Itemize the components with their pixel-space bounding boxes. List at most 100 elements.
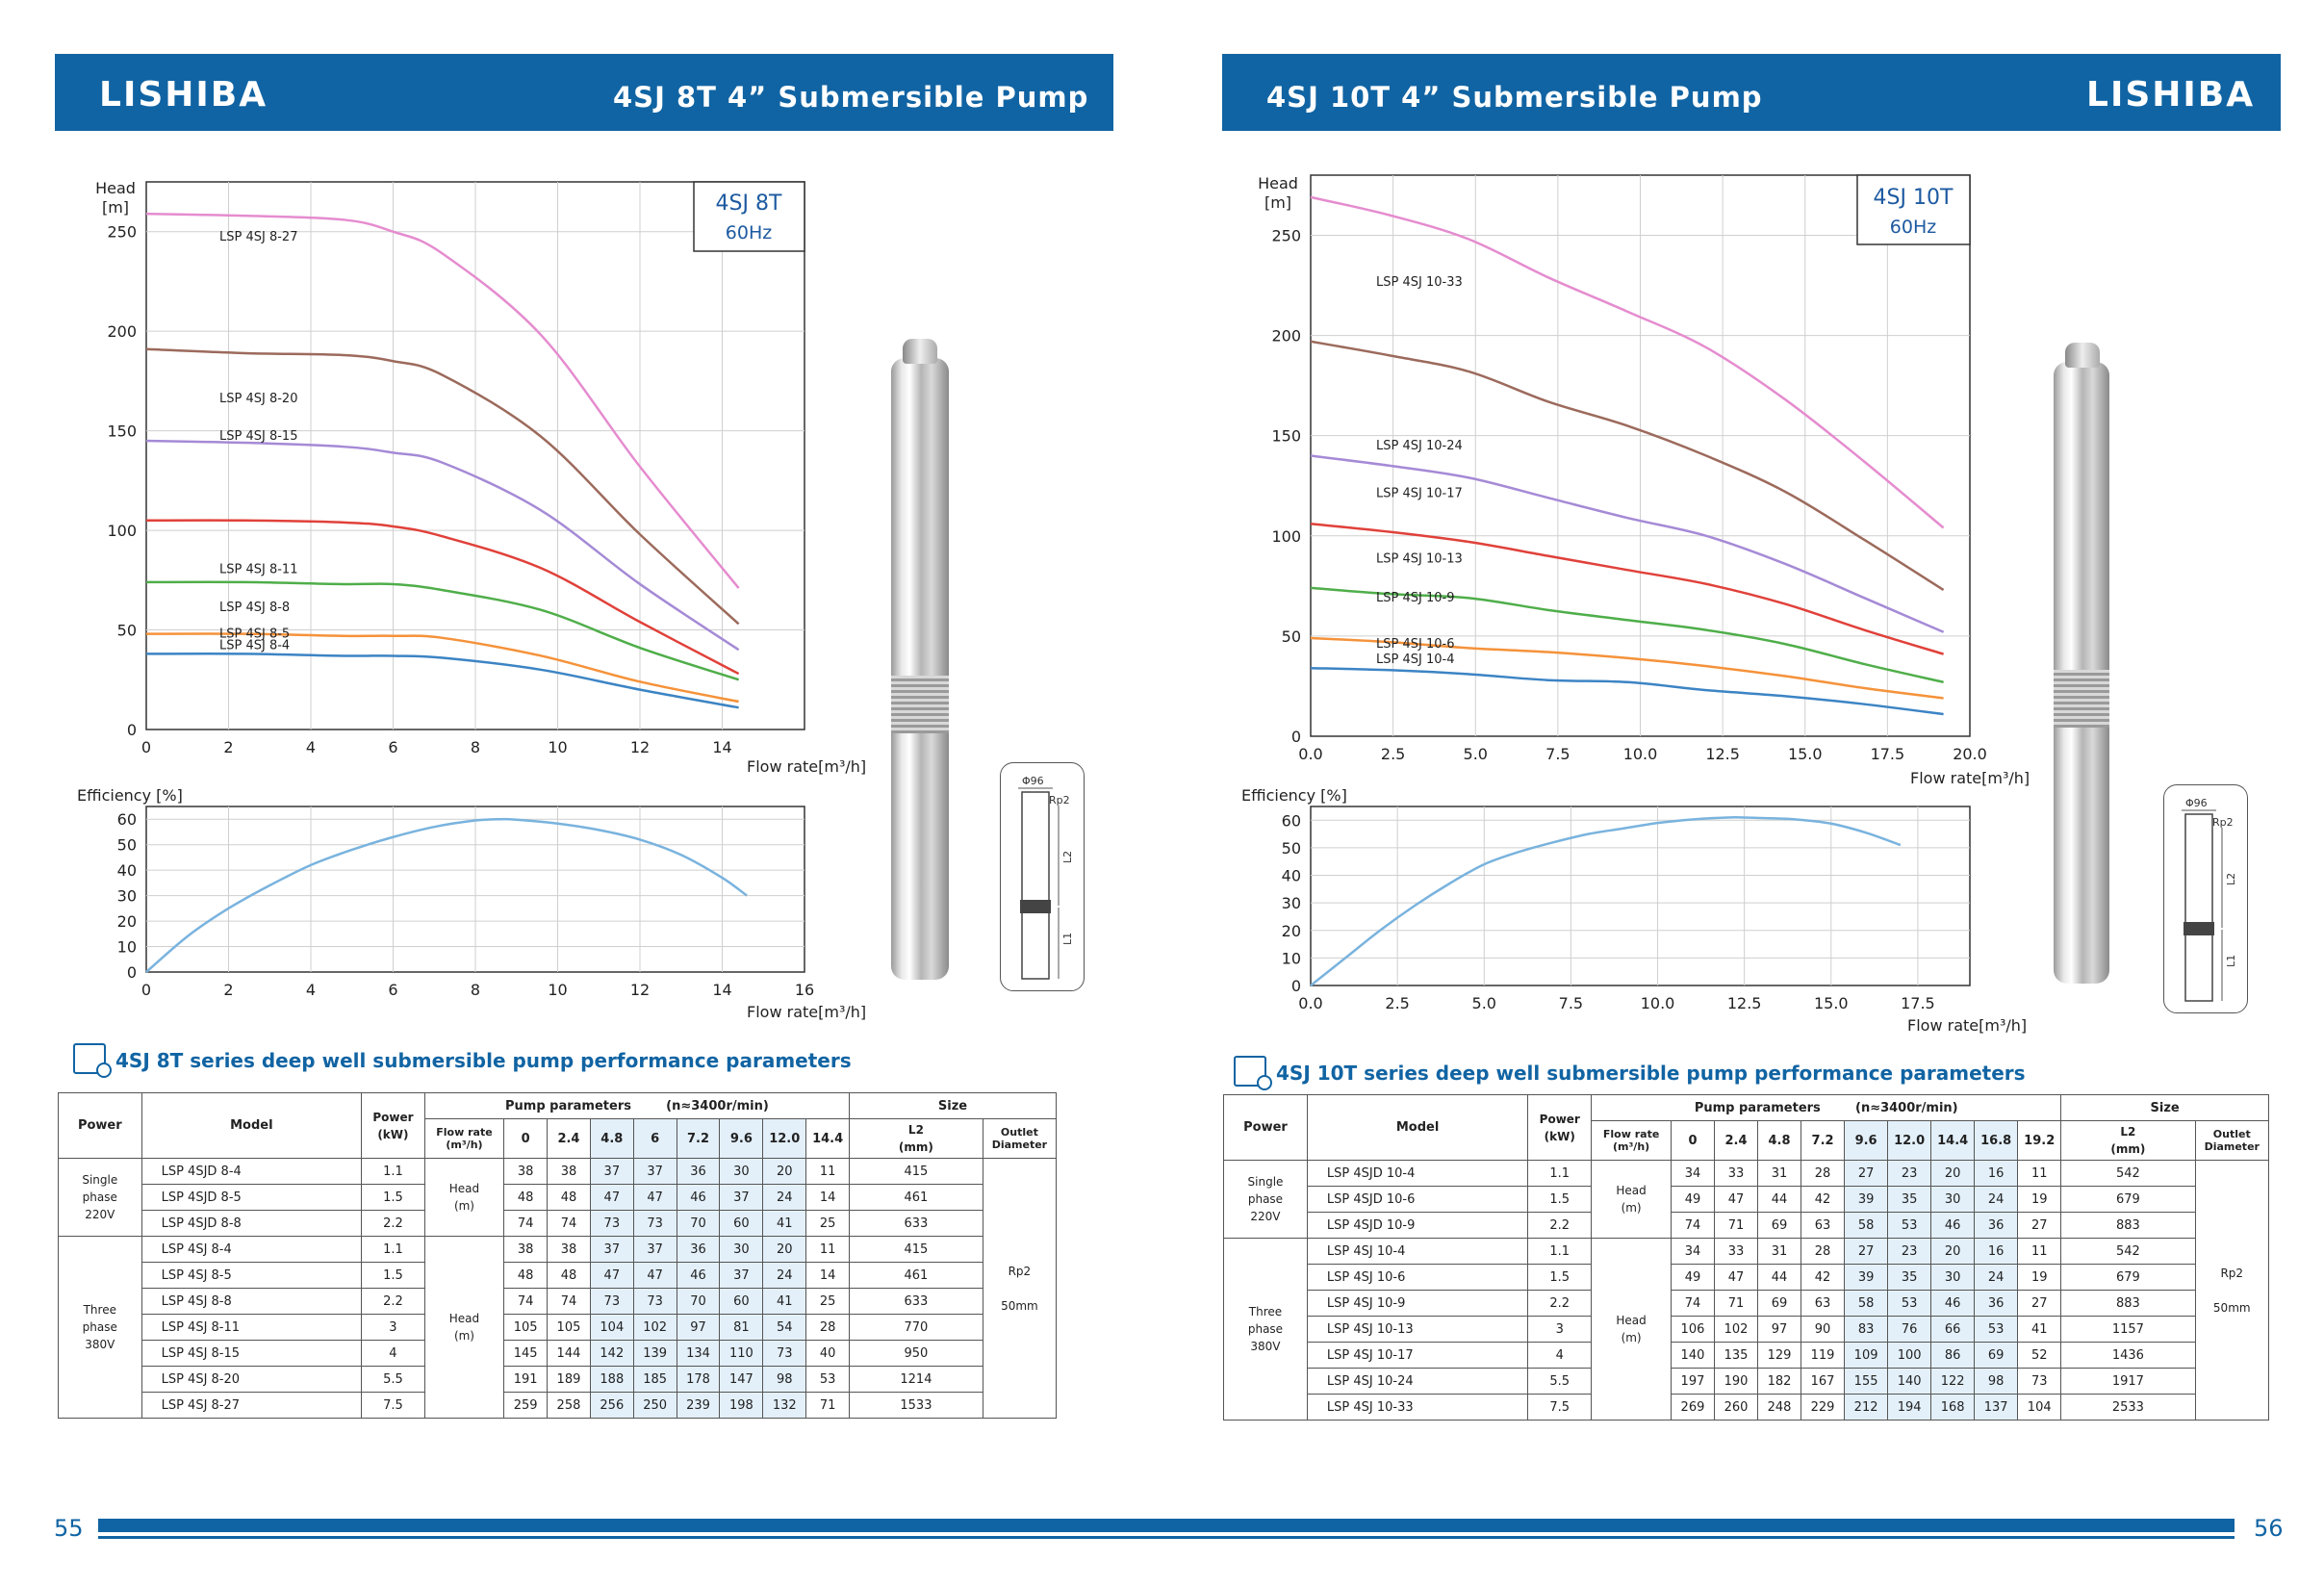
head-cell: 256 xyxy=(589,1392,634,1419)
l2-cell: 542 xyxy=(2060,1160,2196,1187)
head-cell: 47 xyxy=(632,1262,677,1289)
page-title: 4SJ 8T 4” Submersible Pump xyxy=(613,81,1089,114)
head-cell: 69 xyxy=(1757,1212,1802,1239)
head-cell: 11 xyxy=(2017,1238,2062,1265)
x-tick-label: 2.5 xyxy=(1385,994,1409,1012)
flow-header: 0 xyxy=(503,1118,549,1159)
head-cell: 41 xyxy=(2017,1316,2062,1343)
head-cell: 37 xyxy=(589,1236,634,1263)
x-tick-label: 8 xyxy=(471,981,480,999)
series-label: LSP 4SJ 8-5 xyxy=(219,627,290,642)
head-cell: 144 xyxy=(547,1340,591,1367)
head-cell: 98 xyxy=(1974,1368,2019,1395)
x-tick-label: 2.5 xyxy=(1381,745,1405,763)
head-cell: 28 xyxy=(1800,1160,1846,1187)
head-cell: 168 xyxy=(1930,1394,1976,1421)
phase-label: Three phase 380V xyxy=(1223,1238,1308,1421)
model-cell: LSP 4SJ 10-24 xyxy=(1306,1368,1529,1395)
y-tick-label: 60 xyxy=(1282,811,1301,830)
x-axis-label: Flow rate[m³/h] xyxy=(747,1003,866,1021)
x-tick-label: 2 xyxy=(223,981,233,999)
model-cell: LSP 4SJ 8-20 xyxy=(140,1366,363,1393)
y-tick-label: 250 xyxy=(1271,226,1301,244)
chart-title-box xyxy=(1856,174,1971,245)
brand-logo: LISHIBA xyxy=(99,75,268,115)
head-cell: 36 xyxy=(676,1158,721,1185)
x-tick-label: 15.0 xyxy=(1788,745,1823,763)
page-number-left: 55 xyxy=(54,1515,84,1542)
head-cell: 104 xyxy=(2017,1394,2062,1421)
x-tick-label: 2 xyxy=(223,738,233,756)
head-cell: 74 xyxy=(1670,1290,1715,1317)
head-cell: 105 xyxy=(547,1314,591,1341)
series-label: LSP 4SJ 8-8 xyxy=(219,601,290,615)
head-cell: 73 xyxy=(632,1288,677,1315)
head-cell: 69 xyxy=(1974,1342,2019,1369)
table-row: LSP 4SJ 8-20 5.5 191 189 188 185 178 147 98 53 121… xyxy=(59,1366,1057,1393)
head-cell: 81 xyxy=(719,1314,764,1341)
x-tick-label: 4 xyxy=(306,738,316,756)
head-cell: 38 xyxy=(503,1158,549,1185)
table-row: Three phase 380V LSP 4SJ 8-4 1.1 Head (m) 38… xyxy=(58,1236,1057,1419)
head-cell: 34 xyxy=(1670,1160,1715,1187)
model-cell: LSP 4SJ 8-27 xyxy=(140,1392,363,1419)
head-cell: 189 xyxy=(547,1366,591,1393)
head-cell: 70 xyxy=(676,1210,721,1237)
model-cell: LSP 4SJD 10-9 xyxy=(1306,1212,1529,1239)
x-tick-label: 10.0 xyxy=(1623,745,1658,763)
flow-header: 14.4 xyxy=(1930,1120,1976,1161)
head-cell: 70 xyxy=(676,1288,721,1315)
series-label: LSP 4SJ 10-24 xyxy=(1376,439,1463,453)
head-cell: 47 xyxy=(1713,1186,1759,1213)
col-model: Model xyxy=(1306,1094,1529,1161)
series-label: LSP 4SJ 8-11 xyxy=(219,563,297,577)
table-row: LSP 4SJD 10-9 2.2 74 71 69 63 58 53 46 36 27 883 xyxy=(1224,1212,2269,1239)
x-tick-label: 6 xyxy=(388,738,397,756)
table-row: LSP 4SJ 8-11 3 105 105 104 102 97 81 54 28 770 xyxy=(59,1314,1057,1341)
head-cell: 60 xyxy=(719,1210,764,1237)
series-label: LSP 4SJ 10-9 xyxy=(1376,591,1454,605)
head-cell: 36 xyxy=(676,1236,721,1263)
model-cell: LSP 4SJ 8-8 xyxy=(140,1288,363,1315)
x-tick-label: 10 xyxy=(548,981,567,999)
right-banner: 4SJ 10T 4” Submersible Pump LISHIBA xyxy=(1222,54,2281,131)
head-cell: 37 xyxy=(632,1158,677,1185)
head-cell: 132 xyxy=(762,1392,807,1419)
kw-cell: 3 xyxy=(1527,1316,1593,1343)
flow-header: 7.2 xyxy=(1800,1120,1846,1161)
head-cell: 102 xyxy=(632,1314,677,1341)
head-cell: 11 xyxy=(805,1158,851,1185)
y-axis-label: Efficiency [%] xyxy=(77,786,183,805)
head-cell: 198 xyxy=(719,1392,764,1419)
head-cell: 41 xyxy=(762,1288,807,1315)
series-line xyxy=(1310,586,1944,684)
table-row: LSP 4SJ 10-6 1.5 49 47 44 42 39 35 30 24 19 679 xyxy=(1224,1264,2269,1291)
head-cell: 122 xyxy=(1930,1368,1976,1395)
head-cell: 58 xyxy=(1844,1212,1889,1239)
head-cell: 229 xyxy=(1800,1394,1846,1421)
head-cell: 194 xyxy=(1887,1394,1932,1421)
x-axis-label: Flow rate[m³/h] xyxy=(1907,1016,2027,1035)
model-cell: LSP 4SJ 10-9 xyxy=(1306,1290,1529,1317)
chart-head-10t: 0.0 2.5 5.0 7.5 10.0 12.5 15.0 17.5 20.0 0 50 100 15… xyxy=(1258,174,2030,787)
y-tick-label: 150 xyxy=(107,422,137,441)
thread-label: Rp2 xyxy=(1049,794,1070,806)
model-cell: LSP 4SJD 8-8 xyxy=(140,1210,363,1237)
plot-area xyxy=(145,806,805,973)
head-label: Head (m) xyxy=(423,1158,505,1237)
chart-title: 4SJ 10T xyxy=(1874,186,1954,210)
col-pump-params: Pump parameters (n≈3400r/min) xyxy=(423,1092,851,1119)
head-cell: 39 xyxy=(1844,1186,1889,1213)
head-cell: 155 xyxy=(1844,1368,1889,1395)
series-title: 4SJ 10T series deep well submersible pum… xyxy=(1276,1062,2026,1085)
y-axis-label: Efficiency [%] xyxy=(1241,786,1347,805)
head-cell: 36 xyxy=(1974,1290,2019,1317)
x-tick-label: 7.5 xyxy=(1559,994,1583,1012)
head-cell: 39 xyxy=(1844,1264,1889,1291)
head-cell: 28 xyxy=(805,1314,851,1341)
head-cell: 47 xyxy=(1713,1264,1759,1291)
performance-table-10t: Power Model Power (kW) Pump parameters (… xyxy=(1223,1094,2270,1421)
head-cell: 16 xyxy=(1974,1238,2019,1265)
y-tick-label: 200 xyxy=(1271,327,1301,346)
y-tick-label: 30 xyxy=(117,887,137,906)
